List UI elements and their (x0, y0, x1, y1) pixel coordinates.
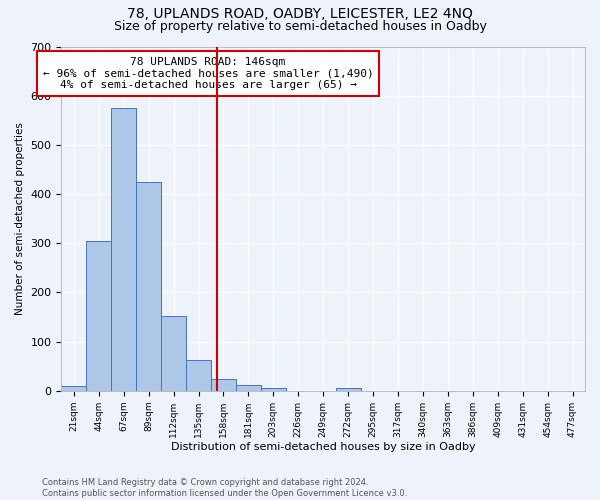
Bar (111, 108, 136, 391)
Text: 78, UPLANDS ROAD, OADBY, LEICESTER, LE2 4NQ: 78, UPLANDS ROAD, OADBY, LEICESTER, LE2 … (127, 8, 473, 22)
Bar (86, 241, 111, 391)
Bar (261, 388, 286, 391)
Bar (335, 388, 361, 391)
Bar (136, 182, 161, 391)
Y-axis label: Number of semi-detached properties: Number of semi-detached properties (15, 122, 25, 315)
Bar (211, 378, 236, 391)
Bar (236, 385, 261, 391)
Bar (161, 316, 186, 391)
Text: 78 UPLANDS ROAD: 146sqm
← 96% of semi-detached houses are smaller (1,490)
4% of : 78 UPLANDS ROAD: 146sqm ← 96% of semi-de… (43, 57, 373, 90)
Bar (186, 360, 211, 391)
Bar (61, 386, 86, 391)
X-axis label: Distribution of semi-detached houses by size in Oadby: Distribution of semi-detached houses by … (171, 442, 476, 452)
Text: Contains HM Land Registry data © Crown copyright and database right 2024.
Contai: Contains HM Land Registry data © Crown c… (42, 478, 407, 498)
Text: Size of property relative to semi-detached houses in Oadby: Size of property relative to semi-detach… (113, 20, 487, 33)
